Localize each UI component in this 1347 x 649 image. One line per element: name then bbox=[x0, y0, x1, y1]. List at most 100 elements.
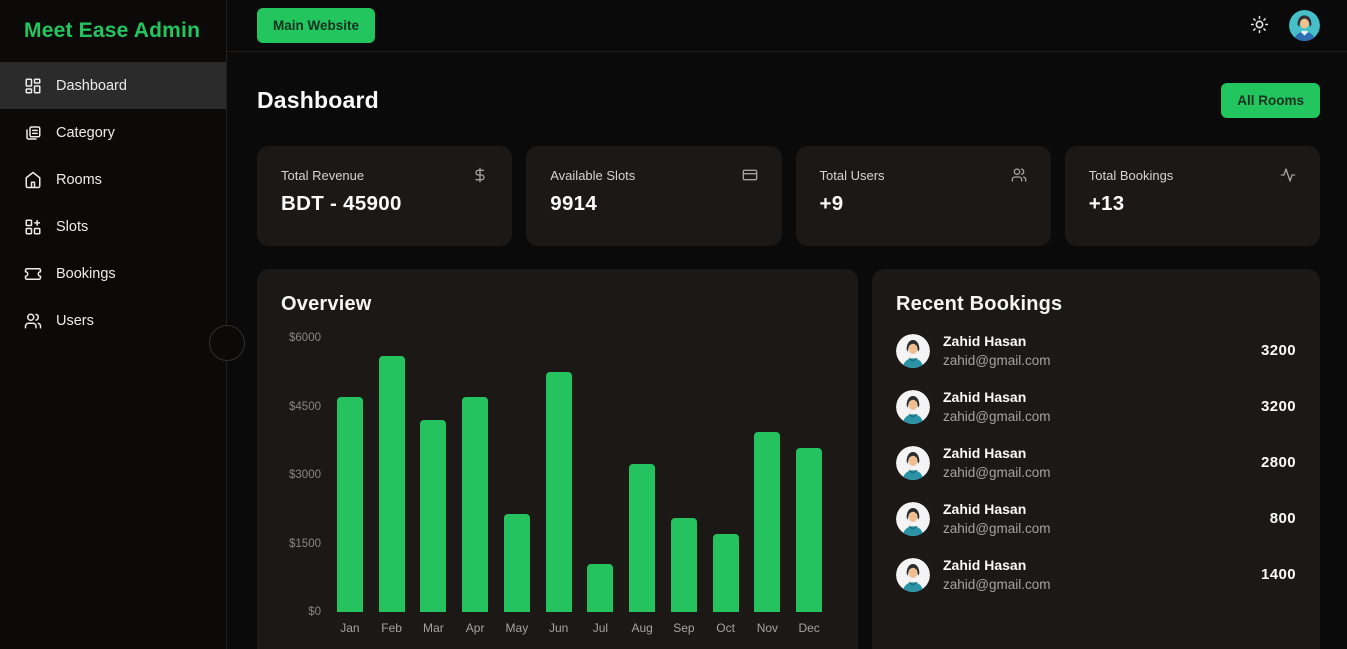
y-axis-tick: $3000 bbox=[289, 469, 321, 481]
booking-list-item: Zahid Hasan zahid@gmail.com 1400 bbox=[896, 557, 1296, 592]
chart-bar bbox=[712, 534, 739, 612]
stat-card: Available Slots 9914 bbox=[526, 146, 782, 246]
chart-bar-column: Oct bbox=[705, 338, 747, 635]
credit-card-icon bbox=[742, 167, 758, 183]
sidebar-item[interactable]: Slots bbox=[0, 203, 226, 250]
booking-amount: 1400 bbox=[1261, 566, 1296, 583]
stat-card-value: BDT - 45900 bbox=[281, 192, 402, 215]
booking-user-name: Zahid Hasan bbox=[943, 501, 1027, 517]
booking-user-email: zahid@gmail.com bbox=[943, 353, 1051, 368]
booking-user-name: Zahid Hasan bbox=[943, 445, 1027, 461]
chart-bar bbox=[336, 397, 363, 612]
main-area: Main Website Dashboard bbox=[227, 0, 1347, 649]
sidebar-collapse-button[interactable] bbox=[209, 325, 245, 361]
chart-bar-column: May bbox=[496, 338, 538, 635]
sidebar-item-label: Category bbox=[56, 124, 115, 141]
page-title: Dashboard bbox=[257, 87, 379, 113]
y-axis-tick: $4500 bbox=[289, 400, 321, 413]
sidebar-nav: Dashboard Category Rooms Slots bbox=[0, 62, 226, 344]
user-avatar[interactable] bbox=[1289, 10, 1320, 41]
dollar-icon bbox=[472, 167, 488, 183]
chart-bar bbox=[462, 397, 489, 612]
recent-bookings-title: Recent Bookings bbox=[896, 293, 1063, 315]
x-axis-label: Jun bbox=[548, 621, 569, 635]
topbar: Main Website bbox=[227, 0, 1347, 52]
ticket-icon bbox=[24, 265, 42, 283]
users-icon bbox=[1011, 167, 1027, 183]
x-axis-label: Nov bbox=[756, 621, 779, 635]
booking-list: Zahid Hasan zahid@gmail.com 3200 bbox=[896, 333, 1296, 592]
booking-user-email: zahid@gmail.com bbox=[943, 577, 1051, 592]
booking-avatar bbox=[896, 557, 930, 592]
all-rooms-button[interactable]: All Rooms bbox=[1221, 83, 1320, 118]
theme-toggle-button[interactable] bbox=[1250, 15, 1269, 37]
x-axis-label: Jul bbox=[592, 621, 609, 635]
chart-bar bbox=[378, 356, 405, 612]
overview-title: Overview bbox=[281, 293, 372, 315]
sidebar-item[interactable]: Dashboard bbox=[0, 62, 226, 109]
chart-bar-column: Sep bbox=[663, 338, 705, 635]
chart-bar-column: Mar bbox=[413, 338, 455, 635]
stat-card-label: Total Users bbox=[819, 167, 885, 183]
chart-bar bbox=[754, 431, 781, 612]
stat-card-label: Total Bookings bbox=[1088, 167, 1174, 183]
grid-plus-icon bbox=[24, 218, 42, 236]
booking-user-name: Zahid Hasan bbox=[943, 557, 1027, 573]
chart-bar-column: Apr bbox=[454, 338, 496, 635]
y-axis-tick: $6000 bbox=[289, 332, 321, 344]
sidebar-item[interactable]: Rooms bbox=[0, 156, 226, 203]
booking-user-name: Zahid Hasan bbox=[943, 333, 1027, 349]
x-axis-label: Sep bbox=[673, 621, 695, 635]
chart-bar bbox=[796, 447, 823, 612]
x-axis-label: Apr bbox=[465, 621, 485, 635]
stat-card: Total Revenue BDT - 45900 bbox=[257, 146, 513, 246]
overview-card: Overview $0 $1500 $3000 $4500 bbox=[257, 269, 858, 649]
topbar-right bbox=[1250, 10, 1320, 41]
booking-amount: 3200 bbox=[1261, 342, 1296, 359]
booking-list-item: Zahid Hasan zahid@gmail.com 3200 bbox=[896, 333, 1296, 368]
stat-card-value: +13 bbox=[1088, 192, 1125, 215]
sidebar-item-label: Users bbox=[56, 312, 94, 329]
x-axis-label: Oct bbox=[716, 621, 735, 635]
stat-card-value: +9 bbox=[819, 192, 844, 215]
chart-bar-column: Jul bbox=[580, 338, 622, 635]
stat-card: Total Users +9 bbox=[795, 146, 1051, 246]
sidebar-item[interactable]: Bookings bbox=[0, 250, 226, 297]
stat-card: Total Bookings +13 bbox=[1064, 146, 1320, 246]
charts-row: Overview $0 $1500 $3000 $4500 bbox=[257, 269, 1320, 649]
stat-cards-row: Total Revenue BDT - 45900 Available Slot… bbox=[257, 146, 1320, 246]
chart-bars: Jan Feb bbox=[325, 338, 834, 635]
sidebar-item[interactable]: Users bbox=[0, 297, 226, 344]
chart-y-axis: $0 $1500 $3000 $4500 $6000 bbox=[281, 332, 325, 618]
page-header: Dashboard All Rooms bbox=[257, 83, 1320, 118]
users-icon bbox=[24, 312, 42, 330]
booking-list-item: Zahid Hasan zahid@gmail.com 3200 bbox=[896, 389, 1296, 424]
chart-bar-column: Dec bbox=[788, 338, 830, 635]
booking-avatar bbox=[896, 389, 930, 424]
page-content: Dashboard All Rooms Total Revenue BDT - … bbox=[227, 52, 1347, 649]
main-website-button[interactable]: Main Website bbox=[257, 8, 376, 43]
booking-amount: 2800 bbox=[1261, 454, 1296, 471]
revenue-bar-chart: $0 $1500 $3000 $4500 $6000 bbox=[281, 332, 834, 635]
chart-bar-column: Jan bbox=[329, 338, 371, 635]
booking-user-email: zahid@gmail.com bbox=[943, 521, 1051, 536]
activity-icon bbox=[1280, 167, 1296, 183]
x-axis-label: Mar bbox=[423, 621, 444, 635]
chart-bar bbox=[587, 564, 614, 612]
x-axis-label: Aug bbox=[631, 621, 653, 635]
x-axis-label: Jan bbox=[340, 621, 360, 635]
booking-user-email: zahid@gmail.com bbox=[943, 409, 1051, 424]
booking-list-item: Zahid Hasan zahid@gmail.com 2800 bbox=[896, 445, 1296, 480]
x-axis-label: Dec bbox=[798, 621, 820, 635]
chart-bar bbox=[545, 372, 572, 612]
booking-list-item: Zahid Hasan zahid@gmail.com 800 bbox=[896, 501, 1296, 536]
sidebar-item-label: Rooms bbox=[56, 171, 102, 188]
sidebar-item-label: Dashboard bbox=[56, 77, 127, 94]
chart-bar-column: Jun bbox=[538, 338, 580, 635]
stat-card-value: 9914 bbox=[550, 192, 598, 215]
sidebar-item[interactable]: Category bbox=[0, 109, 226, 156]
home-icon bbox=[24, 171, 42, 189]
chart-bar bbox=[503, 513, 530, 612]
booking-avatar bbox=[896, 333, 930, 368]
booking-user-email: zahid@gmail.com bbox=[943, 465, 1051, 480]
